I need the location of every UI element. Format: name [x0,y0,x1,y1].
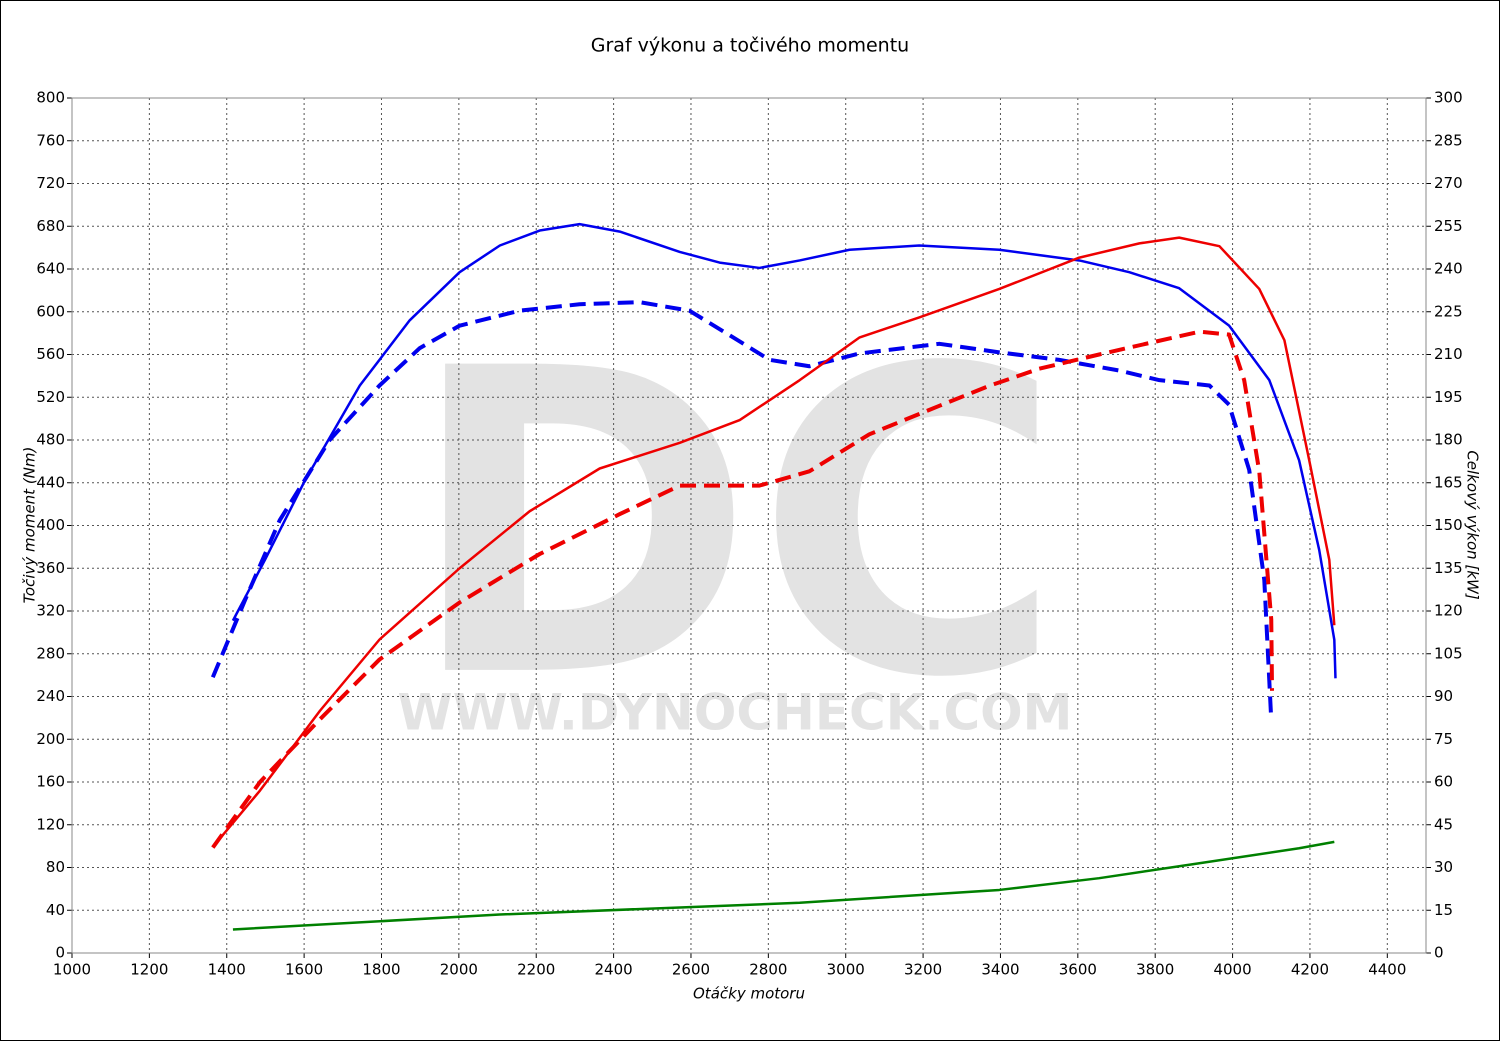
y-tick-label: 160 [36,773,65,791]
x-tick-label: 1600 [285,961,323,979]
watermark-url: WWW.DYNOCHECK.COM [398,684,1073,742]
y2-tick-label: 75 [1434,730,1453,748]
y2-tick-label: 90 [1434,687,1453,705]
y-tick-label: 240 [36,687,65,705]
y2-tick-label: 30 [1434,858,1453,876]
x-tick-label: 1800 [362,961,400,979]
x-tick-label: 3800 [1136,961,1174,979]
y-tick-label: 0 [55,944,65,962]
y2-tick-label: 255 [1434,217,1463,235]
y2-tick-label: 105 [1434,644,1463,662]
y-tick-label: 600 [36,302,65,320]
y-tick-label: 120 [36,815,65,833]
y2-tick-label: 0 [1434,944,1444,962]
y2-tick-label: 165 [1434,473,1463,491]
y-tick-label: 560 [36,345,65,363]
chart-title: Graf výkonu a točivého momentu [591,35,909,57]
y2-tick-label: 60 [1434,773,1453,791]
x-tick-label: 2000 [440,961,478,979]
y2-tick-label: 135 [1434,559,1463,577]
x-tick-label: 4200 [1291,961,1329,979]
y-tick-label: 400 [36,516,65,534]
y-tick-label: 800 [36,89,65,107]
x-axis-label: Otáčky motoru [693,985,805,1003]
x-tick-label: 1000 [53,961,91,979]
y-axis-label: Točivý moment (Nm) [21,447,39,604]
y-tick-label: 320 [36,602,65,620]
x-tick-label: 2400 [595,961,633,979]
y-tick-label: 720 [36,174,65,192]
y2-tick-label: 180 [1434,431,1463,449]
x-tick-label: 3200 [904,961,942,979]
y-tick-label: 440 [36,473,65,491]
y-tick-label: 760 [36,131,65,149]
x-tick-label: 2200 [517,961,555,979]
x-tick-label: 2600 [672,961,710,979]
y-tick-label: 200 [36,730,65,748]
series-line [210,300,1274,721]
y2-tick-label: 15 [1434,901,1453,919]
x-tick-label: 4000 [1213,961,1251,979]
x-tick-label: 3600 [1059,961,1097,979]
y-tick-label: 480 [36,431,65,449]
x-tick-label: 2800 [749,961,787,979]
y-tick-label: 80 [46,858,65,876]
y2-tick-label: 150 [1434,516,1463,534]
y-tick-label: 360 [36,559,65,577]
y2-tick-label: 300 [1434,89,1463,107]
x-tick-label: 1200 [130,961,168,979]
series-line [232,840,1335,931]
y2-tick-label: 225 [1434,302,1463,320]
y-tick-label: 680 [36,217,65,235]
y-tick-label: 280 [36,644,65,662]
series-line [211,329,1275,849]
x-tick-label: 1400 [208,961,246,979]
y2-tick-label: 120 [1434,602,1463,620]
x-tick-label: 3000 [827,961,865,979]
y-tick-label: 40 [46,901,65,919]
y2-tick-label: 195 [1434,388,1463,406]
y2-tick-label: 45 [1434,815,1453,833]
plot-border [71,97,1427,954]
y2-tick-label: 240 [1434,260,1463,278]
series-line [231,222,1337,679]
y2-tick-label: 270 [1434,174,1463,192]
x-tick-label: 3400 [981,961,1019,979]
y2-tick-label: 210 [1434,345,1463,363]
series-line [213,236,1336,846]
y2-axis-label: Celkový výkon [kW] [1464,450,1482,600]
y-tick-label: 640 [36,260,65,278]
y-tick-label: 520 [36,388,65,406]
x-tick-label: 4400 [1368,961,1406,979]
y2-tick-label: 285 [1434,131,1463,149]
